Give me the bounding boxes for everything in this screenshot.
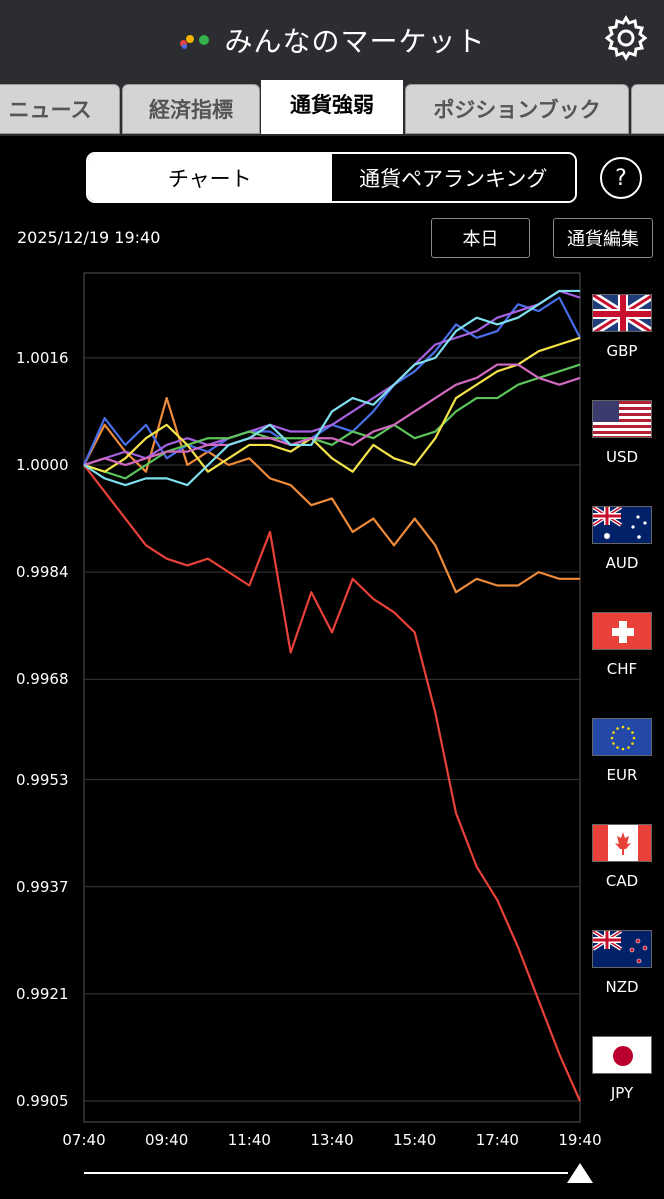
australia-flag-icon	[592, 506, 652, 544]
x-tick-label: 19:40	[558, 1131, 602, 1149]
legend-item-cad[interactable]: CAD	[586, 824, 658, 914]
chart-grid	[83, 272, 581, 1123]
x-tick-label: 11:40	[227, 1131, 271, 1149]
segment-ranking-button[interactable]: 通貨ペアランキング	[331, 154, 575, 201]
y-tick-label: 0.9984	[16, 563, 69, 582]
app-logo-icon	[178, 30, 212, 50]
x-tick-label: 09:40	[145, 1131, 189, 1149]
eu-flag-icon	[592, 718, 652, 756]
us-flag-icon	[592, 400, 652, 438]
y-tick-label: 0.9937	[16, 877, 69, 896]
help-button[interactable]: ?	[600, 157, 642, 199]
settings-gear-icon[interactable]	[602, 14, 650, 62]
tab-position-book[interactable]: ポジションブック	[405, 84, 629, 134]
time-range-slider-thumb[interactable]	[567, 1163, 593, 1183]
app-header	[0, 0, 664, 80]
legend-item-aud[interactable]: AUD	[586, 506, 658, 596]
tab-currency-strength-label: 通貨強弱	[290, 93, 374, 117]
tab-economic-indicators[interactable]: 経済指標	[122, 84, 260, 134]
legend-label-chf: CHF	[606, 660, 638, 678]
y-tick-label: 0.9953	[16, 770, 69, 789]
legend-item-gbp[interactable]: GBP	[586, 294, 658, 384]
y-tick-label: 1.0016	[16, 348, 69, 367]
view-segmented-control: チャート 通貨ペアランキング	[86, 152, 577, 203]
x-tick-label: 13:40	[310, 1131, 354, 1149]
y-tick-label: 0.9921	[16, 984, 69, 1003]
chart-frame	[83, 272, 581, 1123]
series-line-chf	[83, 396, 580, 594]
legend-label-usd: USD	[605, 448, 639, 466]
uk-flag-icon	[592, 294, 652, 332]
tab-next[interactable]	[631, 84, 664, 134]
currency-strength-chart	[82, 272, 582, 1123]
switzerland-flag-icon	[592, 612, 652, 650]
legend-item-nzd[interactable]: NZD	[586, 930, 658, 1020]
app-title: みんなのマーケット	[224, 25, 486, 58]
today-button[interactable]: 本日	[431, 218, 530, 258]
tab-news[interactable]: ニュース	[0, 84, 120, 134]
tab-position-book-label: ポジションブック	[433, 98, 601, 122]
legend-label-nzd: NZD	[605, 978, 639, 996]
y-tick-label: 0.9968	[16, 670, 69, 689]
legend-label-gbp: GBP	[606, 342, 638, 360]
legend-item-jpy[interactable]: JPY	[586, 1036, 658, 1126]
y-tick-label: 1.0000	[16, 456, 69, 474]
legend-item-usd[interactable]: USD	[586, 400, 658, 490]
legend-item-chf[interactable]: CHF	[586, 612, 658, 702]
tab-bar: ニュース 経済指標 通貨強弱 ポジションブック	[0, 80, 664, 136]
tab-currency-strength[interactable]: 通貨強弱	[261, 80, 403, 134]
new-zealand-flag-icon	[592, 930, 652, 968]
x-tick-label: 15:40	[393, 1131, 437, 1149]
y-tick-label: 0.9905	[16, 1092, 69, 1110]
legend-label-aud: AUD	[605, 554, 639, 572]
chart-lines	[82, 289, 582, 1102]
x-tick-label: 17:40	[475, 1131, 519, 1149]
legend-item-eur[interactable]: EUR	[586, 718, 658, 808]
tab-economic-indicators-label: 経済指標	[149, 98, 233, 122]
series-line-cad	[83, 289, 580, 487]
series-line-aud	[83, 336, 581, 473]
series-line-nzd	[83, 363, 581, 467]
legend-label-cad: CAD	[605, 872, 639, 890]
series-line-gbp	[83, 289, 581, 467]
legend-label-eur: EUR	[606, 766, 638, 784]
legend-label-jpy: JPY	[610, 1084, 634, 1102]
canada-flag-icon	[592, 824, 652, 862]
tab-news-label: ニュース	[8, 98, 92, 122]
app-title-bar: みんなのマーケット	[0, 0, 664, 80]
x-tick-label: 07:40	[62, 1131, 106, 1149]
series-line-jpy	[83, 464, 582, 1102]
edit-currencies-button[interactable]: 通貨編集	[553, 218, 653, 258]
series-line-eur	[83, 363, 581, 480]
chart-timestamp: 2025/12/19 19:40	[17, 228, 161, 247]
japan-flag-icon	[592, 1036, 652, 1074]
segment-chart-button[interactable]: チャート	[88, 154, 332, 201]
time-range-slider-track[interactable]	[84, 1172, 568, 1174]
